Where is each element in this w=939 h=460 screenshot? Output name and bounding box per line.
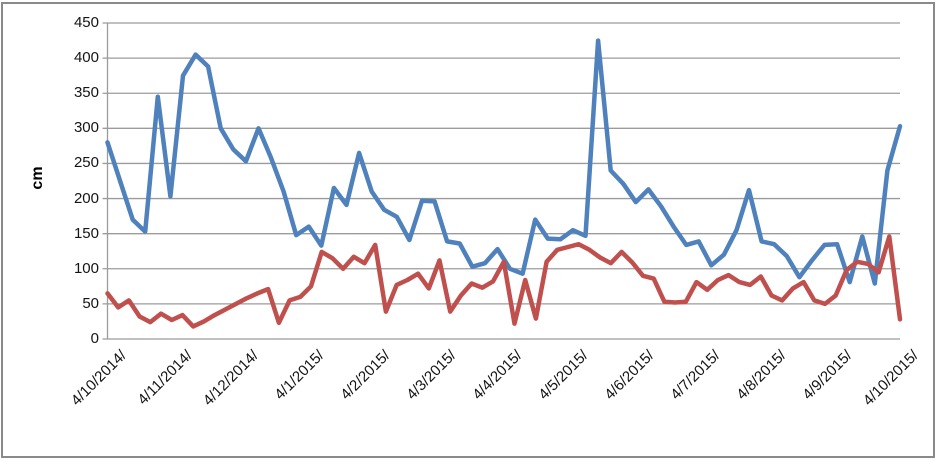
y-tick-label: 200 [73,189,99,207]
y-tick-label: 250 [73,154,99,172]
y-tick-label: 300 [73,119,99,137]
y-tick-label: 150 [73,224,99,242]
red-line-series [105,234,903,329]
y-tick-label: 400 [73,49,99,67]
y-tick-label: 0 [90,330,99,347]
y-tick-label: 100 [73,259,99,277]
y-tick-label: 350 [73,84,99,102]
y-axis-title: cm [29,166,46,190]
y-tick-label: 50 [82,294,99,312]
y-tick-label: 450 [73,14,99,31]
blue-line-series [105,38,903,286]
